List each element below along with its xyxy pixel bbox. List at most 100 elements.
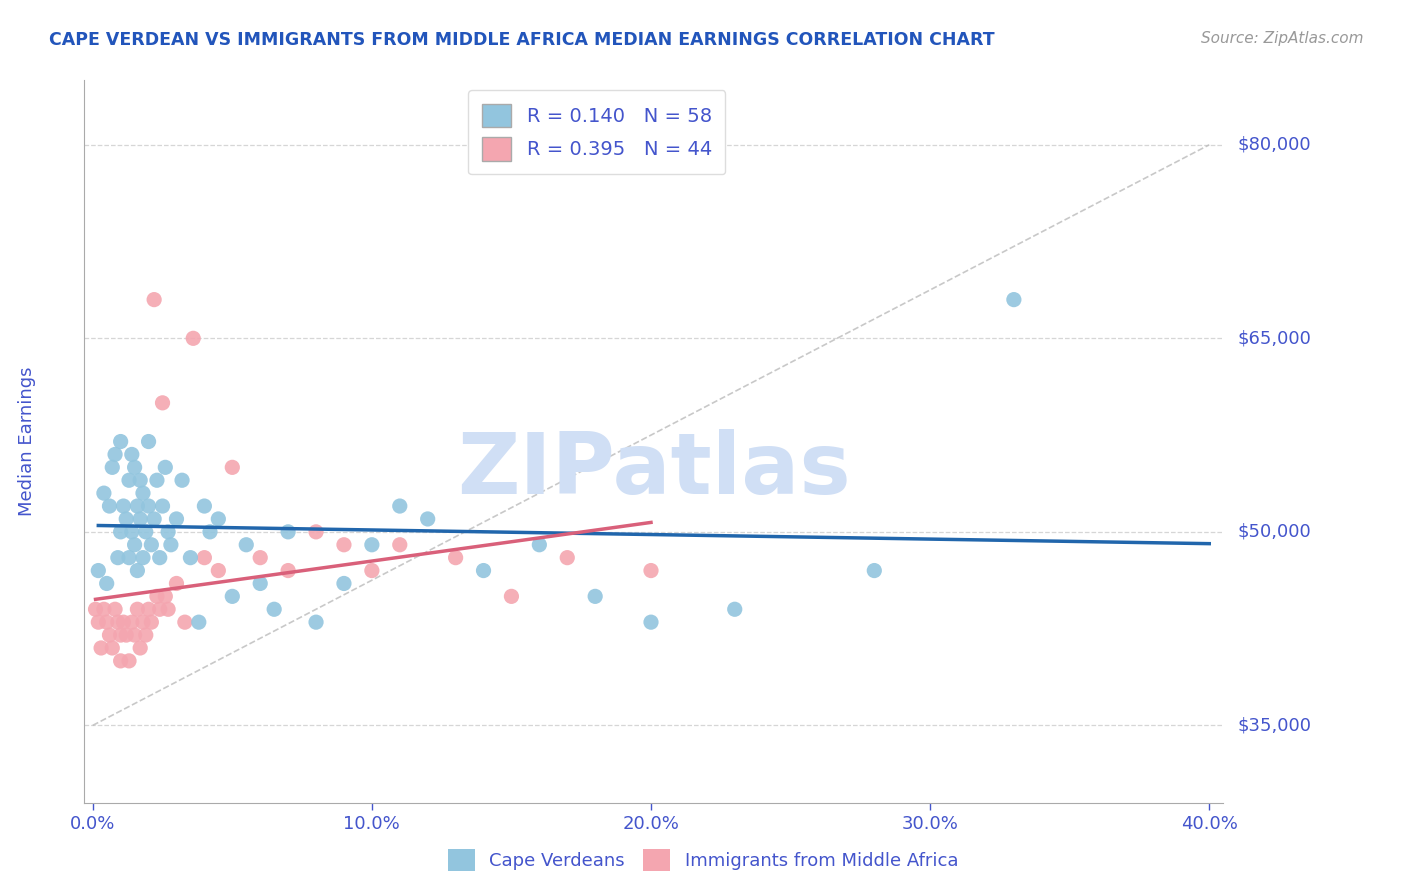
Text: $65,000: $65,000 xyxy=(1237,329,1310,347)
Point xyxy=(115,512,138,526)
Point xyxy=(181,331,204,345)
Point xyxy=(87,564,110,578)
Point xyxy=(146,473,169,487)
Point xyxy=(124,538,146,552)
Point xyxy=(249,550,271,565)
Point xyxy=(277,524,299,539)
Point xyxy=(132,550,155,565)
Point xyxy=(121,447,143,461)
Point xyxy=(127,564,149,578)
Point xyxy=(135,524,157,539)
Point xyxy=(121,615,143,630)
Point xyxy=(152,396,174,410)
Point xyxy=(110,524,132,539)
Point xyxy=(155,460,177,475)
Point xyxy=(221,590,243,604)
Text: $35,000: $35,000 xyxy=(1237,716,1312,734)
Point xyxy=(96,615,118,630)
Point xyxy=(388,538,411,552)
Point xyxy=(529,538,551,552)
Point xyxy=(305,615,328,630)
Point xyxy=(207,512,229,526)
Point xyxy=(135,628,157,642)
Point xyxy=(87,615,110,630)
Point xyxy=(555,550,578,565)
Point xyxy=(360,564,382,578)
Legend: Cape Verdeans, Immigrants from Middle Africa: Cape Verdeans, Immigrants from Middle Af… xyxy=(440,842,966,879)
Point xyxy=(249,576,271,591)
Point xyxy=(112,615,135,630)
Point xyxy=(101,460,124,475)
Point xyxy=(118,550,141,565)
Point xyxy=(640,564,662,578)
Point xyxy=(863,564,886,578)
Point xyxy=(138,499,160,513)
Point xyxy=(141,538,163,552)
Point xyxy=(263,602,285,616)
Point xyxy=(84,602,107,616)
Point xyxy=(112,499,135,513)
Point xyxy=(129,473,152,487)
Point xyxy=(155,590,177,604)
Point xyxy=(166,576,188,591)
Point xyxy=(152,499,174,513)
Point xyxy=(472,564,495,578)
Point xyxy=(160,538,183,552)
Point xyxy=(110,434,132,449)
Point xyxy=(149,550,172,565)
Point xyxy=(118,473,141,487)
Point xyxy=(124,628,146,642)
Point xyxy=(724,602,747,616)
Point xyxy=(444,550,467,565)
Point xyxy=(104,602,127,616)
Point xyxy=(98,628,121,642)
Point xyxy=(124,460,146,475)
Point xyxy=(107,615,129,630)
Point xyxy=(170,473,193,487)
Text: Median Earnings: Median Earnings xyxy=(18,367,37,516)
Point xyxy=(333,576,356,591)
Point xyxy=(104,447,127,461)
Point xyxy=(98,499,121,513)
Point xyxy=(501,590,523,604)
Point xyxy=(157,602,180,616)
Point xyxy=(132,486,155,500)
Text: $50,000: $50,000 xyxy=(1237,523,1310,541)
Point xyxy=(93,486,115,500)
Point xyxy=(93,602,115,616)
Point xyxy=(149,602,172,616)
Text: $80,000: $80,000 xyxy=(1237,136,1310,153)
Point xyxy=(187,615,209,630)
Point xyxy=(207,564,229,578)
Point xyxy=(121,524,143,539)
Point xyxy=(141,615,163,630)
Point xyxy=(107,550,129,565)
Point xyxy=(221,460,243,475)
Point xyxy=(143,512,166,526)
Legend: R = 0.140   N = 58, R = 0.395   N = 44: R = 0.140 N = 58, R = 0.395 N = 44 xyxy=(468,90,725,175)
Point xyxy=(138,602,160,616)
Point xyxy=(96,576,118,591)
Point xyxy=(127,602,149,616)
Point xyxy=(305,524,328,539)
Point xyxy=(115,628,138,642)
Point xyxy=(193,499,215,513)
Point xyxy=(333,538,356,552)
Point xyxy=(388,499,411,513)
Point xyxy=(1002,293,1025,307)
Text: CAPE VERDEAN VS IMMIGRANTS FROM MIDDLE AFRICA MEDIAN EARNINGS CORRELATION CHART: CAPE VERDEAN VS IMMIGRANTS FROM MIDDLE A… xyxy=(49,31,995,49)
Point xyxy=(146,590,169,604)
Point xyxy=(640,615,662,630)
Point xyxy=(138,434,160,449)
Point xyxy=(416,512,439,526)
Point xyxy=(127,499,149,513)
Point xyxy=(101,640,124,655)
Point xyxy=(110,654,132,668)
Point xyxy=(129,512,152,526)
Point xyxy=(179,550,201,565)
Point xyxy=(118,654,141,668)
Point xyxy=(193,550,215,565)
Point xyxy=(90,640,112,655)
Point xyxy=(360,538,382,552)
Point xyxy=(166,512,188,526)
